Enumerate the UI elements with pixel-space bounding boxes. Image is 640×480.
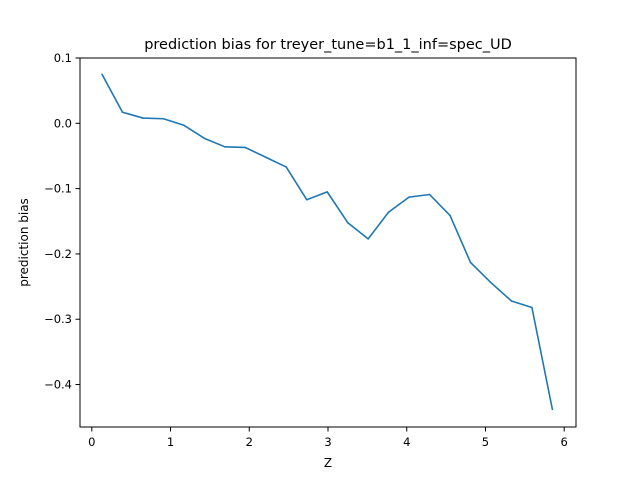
data-point xyxy=(183,124,185,127)
data-point xyxy=(490,281,492,284)
data-point xyxy=(326,191,329,193)
data-point xyxy=(531,306,533,309)
data-point xyxy=(510,300,513,302)
data-point xyxy=(101,73,103,76)
x-tick-label: 4 xyxy=(403,435,410,449)
data-point xyxy=(203,137,206,140)
x-tick-label: 2 xyxy=(246,435,253,449)
x-tick-label: 3 xyxy=(324,435,331,449)
y-tick-label: −0.1 xyxy=(44,182,72,196)
data-point xyxy=(162,117,165,120)
plot-area xyxy=(80,58,576,427)
data-point xyxy=(244,146,247,149)
x-tick-label: 6 xyxy=(561,435,568,449)
data-point xyxy=(367,238,369,240)
chart-title: prediction bias for treyer_tune=b1_1_inf… xyxy=(144,37,512,53)
x-tick-label: 1 xyxy=(167,435,174,449)
data-point xyxy=(285,166,288,168)
data-point xyxy=(428,193,431,196)
y-tick-label: −0.4 xyxy=(44,378,72,392)
x-axis-label: Z xyxy=(324,456,332,470)
y-tick-label: 0.0 xyxy=(54,116,72,130)
y-tick-label: 0.1 xyxy=(54,51,72,65)
data-point xyxy=(469,261,472,264)
plot-frame xyxy=(79,57,577,428)
y-tick-label: −0.3 xyxy=(44,312,72,326)
data-point xyxy=(121,111,124,114)
data-point xyxy=(346,221,349,224)
data-point xyxy=(387,211,390,213)
y-tick-label: −0.2 xyxy=(44,247,72,261)
data-point xyxy=(408,196,410,198)
x-tick-label: 5 xyxy=(482,435,489,449)
data-point xyxy=(224,146,226,148)
tick-layer: 0 1 2 3 4 5 6 0.1 0.0 −0.1 −0.2 −0.3 −0.4 xyxy=(44,51,568,449)
data-point xyxy=(449,214,451,217)
x-tick-label: 0 xyxy=(88,435,95,449)
data-point xyxy=(265,156,267,159)
data-point xyxy=(142,117,144,119)
data-point xyxy=(551,408,554,411)
y-axis-label: prediction bias xyxy=(17,198,31,287)
series-layer xyxy=(101,73,554,411)
data-point xyxy=(305,198,308,201)
